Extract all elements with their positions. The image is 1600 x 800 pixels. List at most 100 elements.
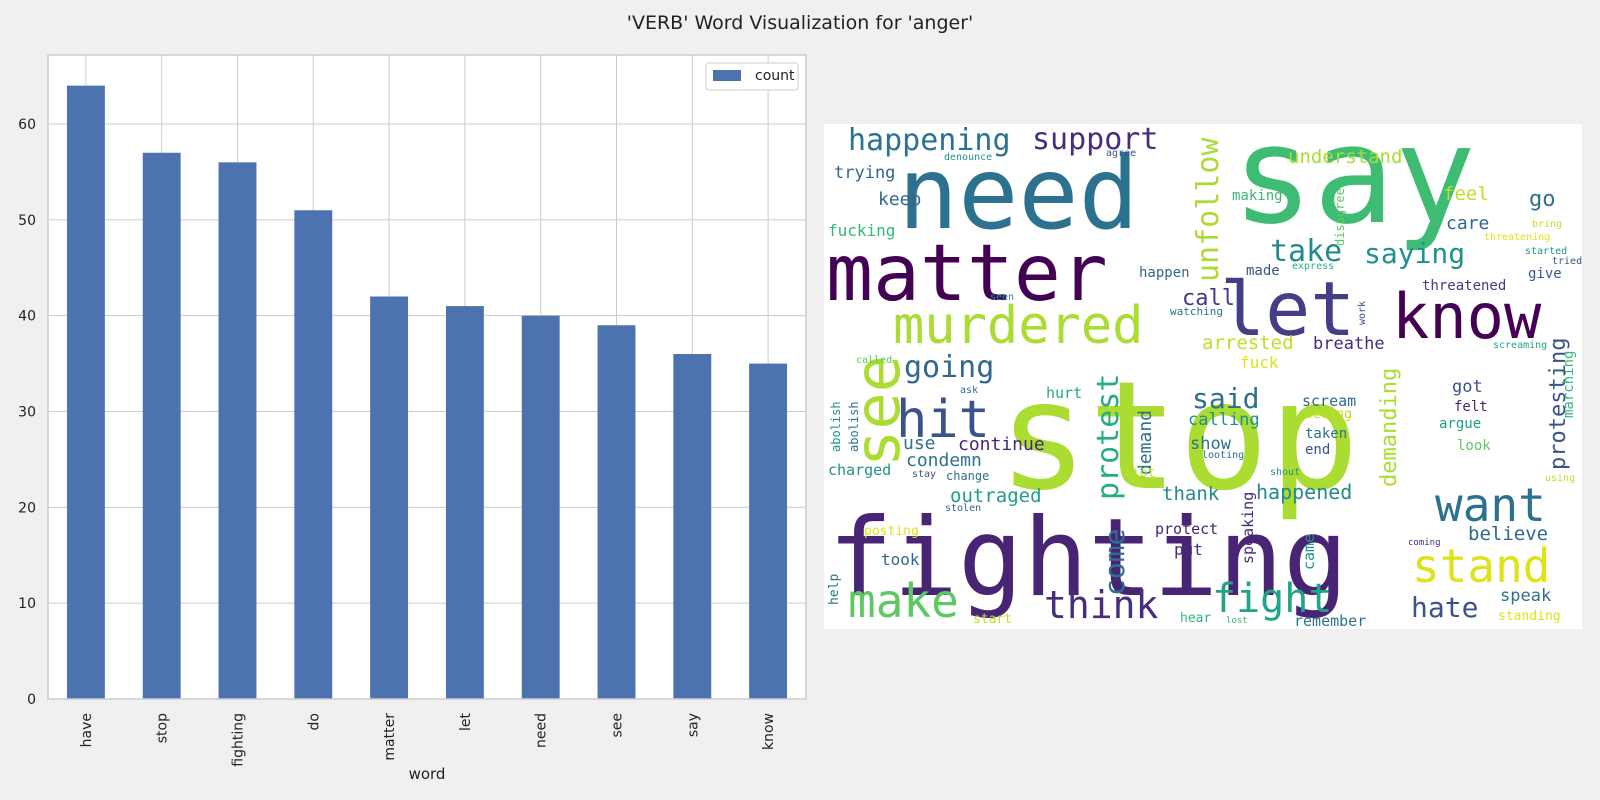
cloud-word-condemn: condemn <box>906 450 982 471</box>
x-tick-label: fighting <box>231 713 247 767</box>
cloud-word-made: made <box>1246 263 1280 279</box>
cloud-word-lost: lost <box>1226 616 1248 626</box>
bar-matter <box>370 296 409 699</box>
cloud-word-coming: coming <box>1408 538 1441 548</box>
bar-do <box>294 210 333 699</box>
cloud-word-end: end <box>1305 442 1330 458</box>
cloud-word-know: know <box>1392 280 1542 353</box>
cloud-word-fucking: fucking <box>828 221 895 240</box>
cloud-word-called: called <box>856 355 892 366</box>
cloud-word-care: care <box>1446 213 1489 234</box>
cloud-word-agree: agree <box>1106 148 1136 159</box>
cloud-word-think: think <box>1044 583 1159 627</box>
cloud-word-took: took <box>881 550 920 569</box>
cloud-word-happened: happened <box>1256 480 1352 504</box>
cloud-word-protect: protect <box>1155 520 1218 538</box>
cloud-word-making: making <box>1232 188 1283 204</box>
cloud-word-make: make <box>848 574 959 628</box>
cloud-word-said: said <box>1192 382 1259 415</box>
x-tick-label: see <box>610 713 626 738</box>
cloud-word-stand: stand <box>1412 539 1550 593</box>
y-tick-label: 10 <box>18 596 36 612</box>
cloud-word-put: put <box>1174 540 1203 559</box>
y-tick-label: 20 <box>18 500 36 516</box>
cloud-word-started: started <box>1525 246 1567 257</box>
cloud-word-scream: scream <box>1302 392 1356 410</box>
x-tick-label: know <box>761 713 777 750</box>
x-axis-label: word <box>409 765 446 783</box>
cloud-word-tried: tried <box>1552 256 1582 267</box>
cloud-word-felt: felt <box>1454 399 1488 415</box>
bar-say <box>673 354 712 699</box>
cloud-word-arrested: arrested <box>1202 332 1294 354</box>
cloud-word-denounce: denounce <box>944 152 992 163</box>
cloud-word-screaming: screaming <box>1493 340 1547 351</box>
cloud-word-got: got <box>1452 377 1483 397</box>
cloud-word-see: see <box>841 355 914 467</box>
cloud-word-outraged: outraged <box>950 485 1042 507</box>
cloud-word-remember: remember <box>1294 612 1366 630</box>
cloud-word-riot: riot <box>1124 466 1155 481</box>
cloud-word-use: use <box>903 433 936 454</box>
cloud-word-understand: understand <box>1288 146 1402 168</box>
cloud-word-change: change <box>946 469 989 483</box>
bars <box>66 85 788 700</box>
cloud-word-happen: happen <box>1139 265 1190 281</box>
y-tick-labels: 0 10 20 30 40 50 60 <box>18 117 36 708</box>
cloud-word-argue: argue <box>1439 416 1481 432</box>
legend[interactable]: count <box>705 62 799 91</box>
cloud-word-came: came <box>1300 534 1318 570</box>
cloud-word-posting: posting <box>864 524 919 539</box>
y-tick-label: 50 <box>18 213 36 229</box>
cloud-word-help: help <box>827 574 842 605</box>
cloud-word-seen: seen <box>990 292 1014 303</box>
cloud-word-disagree: disagree <box>1333 188 1347 246</box>
cloud-word-seeing: seeing <box>1305 407 1352 422</box>
cloud-word-charged: charged <box>828 461 891 479</box>
x-tick-label: do <box>306 713 322 730</box>
cloud-word-hit: hit <box>896 390 990 450</box>
cloud-word-fight: fight <box>1212 576 1332 622</box>
bar-see <box>597 325 636 699</box>
bar-let <box>445 306 484 699</box>
x-tick-labels: have stop fighting do matter let need see say kno… <box>79 712 777 766</box>
x-tick-label: need <box>534 713 550 748</box>
cloud-word-believe: believe <box>1468 523 1548 545</box>
y-tick-label: 40 <box>18 309 36 325</box>
legend-swatch <box>713 70 741 81</box>
bar-fighting <box>218 162 257 700</box>
cloud-word-fuck: fuck <box>1240 353 1279 372</box>
cloud-word-taken: taken <box>1305 426 1347 442</box>
x-tick-label: let <box>458 712 474 731</box>
cloud-word-standing: standing <box>1498 609 1561 624</box>
cloud-word-start: start <box>973 612 1012 627</box>
x-tick-label: matter <box>382 713 398 761</box>
cloud-word-threatening: threatening <box>1484 232 1550 243</box>
cloud-word-using: using <box>1545 473 1575 484</box>
cloud-word-protesting: protesting <box>1546 338 1571 470</box>
cloud-word-shout: shout <box>1270 467 1300 478</box>
plot-frame <box>47 54 807 700</box>
cloud-word-speak: speak <box>1500 586 1551 606</box>
cloud-word-show: show <box>1190 434 1232 454</box>
cloud-word-protest: protest <box>1091 374 1126 500</box>
cloud-word-stop: stop <box>998 350 1359 524</box>
cloud-word-happening: happening <box>848 123 1011 158</box>
cloud-word-go: go <box>1529 187 1556 212</box>
x-tick-label: stop <box>155 713 171 743</box>
bar-need <box>521 315 560 699</box>
cloud-word-stolen: stolen <box>945 503 981 514</box>
cloud-word-looting: looting <box>1202 450 1244 461</box>
cloud-word-call: call <box>1182 286 1235 311</box>
y-tick-label: 0 <box>27 692 36 708</box>
cloud-word-thank: thank <box>1162 483 1220 505</box>
legend-box <box>705 62 799 91</box>
cloud-word-feel: feel <box>1443 183 1489 205</box>
cloud-word-abolish: abolish <box>847 401 861 452</box>
cloud-word-stay: stay <box>912 469 936 480</box>
cloud-word-abolish: abolish <box>829 401 843 452</box>
bar-stop <box>142 152 181 699</box>
figure-title: 'VERB' Word Visualization for 'anger' <box>626 12 974 34</box>
cloud-word-work: work <box>1357 301 1368 325</box>
